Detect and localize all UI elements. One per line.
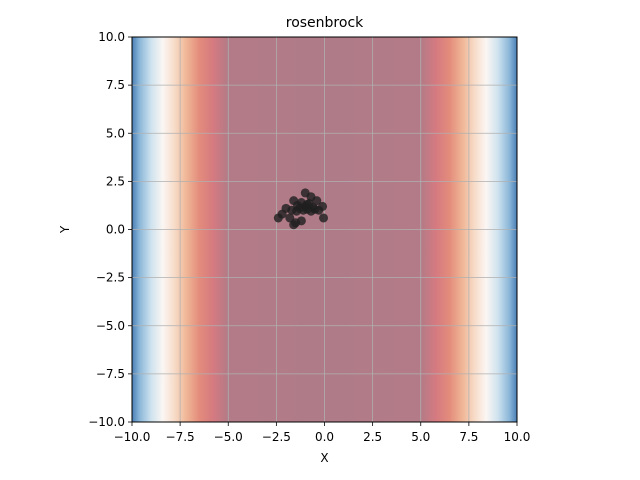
scatter-point bbox=[314, 205, 324, 215]
x-tick-label: −10.0 bbox=[114, 430, 151, 444]
y-tick-label: −5.0 bbox=[96, 319, 125, 333]
x-tick-label: 0.0 bbox=[315, 430, 334, 444]
x-tick-label: 5.0 bbox=[411, 430, 430, 444]
y-tick-label: −10.0 bbox=[88, 415, 125, 429]
y-tick-label: 7.5 bbox=[106, 78, 125, 92]
chart-title: rosenbrock bbox=[286, 15, 364, 31]
x-tick-label: 7.5 bbox=[459, 430, 478, 444]
x-tick-label: −7.5 bbox=[166, 430, 195, 444]
x-tick-label: −2.5 bbox=[262, 430, 291, 444]
x-axis-label: X bbox=[320, 451, 328, 465]
scatter-point bbox=[292, 206, 302, 216]
scatter-point bbox=[298, 205, 308, 215]
scatter-point bbox=[273, 213, 283, 223]
scatter-point bbox=[289, 220, 299, 230]
scatter-point bbox=[319, 213, 329, 223]
scatter-points bbox=[273, 188, 329, 230]
scatter-point bbox=[304, 199, 314, 209]
y-tick-label: 0.0 bbox=[106, 223, 125, 237]
y-tick-label: 5.0 bbox=[106, 126, 125, 140]
y-tick-label: 10.0 bbox=[98, 30, 125, 44]
y-tick-label: 2.5 bbox=[106, 174, 125, 188]
scatter-point bbox=[306, 206, 316, 216]
scatter-point bbox=[312, 196, 322, 206]
y-tick-label: −7.5 bbox=[96, 367, 125, 381]
y-tick-label: −2.5 bbox=[96, 271, 125, 285]
x-axis-ticks: −10.0 −7.5 −5.0 −2.5 0.0 2.5 5.0 7.5 10.0 bbox=[114, 422, 531, 444]
x-tick-label: −5.0 bbox=[214, 430, 243, 444]
x-tick-label: 10.0 bbox=[504, 430, 531, 444]
y-axis-ticks: −10.0 −7.5 −5.0 −2.5 0.0 2.5 5.0 7.5 10.0 bbox=[88, 30, 132, 429]
y-axis-label: Y bbox=[58, 225, 72, 234]
x-tick-label: 2.5 bbox=[363, 430, 382, 444]
